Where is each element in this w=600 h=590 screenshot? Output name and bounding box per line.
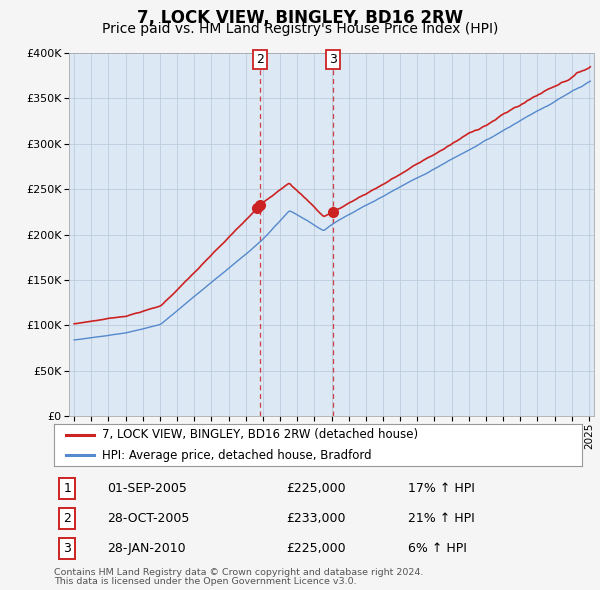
Text: £233,000: £233,000 (286, 512, 346, 525)
Text: 6% ↑ HPI: 6% ↑ HPI (408, 542, 467, 555)
Text: 3: 3 (63, 542, 71, 555)
Text: 7, LOCK VIEW, BINGLEY, BD16 2RW: 7, LOCK VIEW, BINGLEY, BD16 2RW (137, 9, 463, 27)
Text: 01-SEP-2005: 01-SEP-2005 (107, 482, 187, 495)
Text: 28-OCT-2005: 28-OCT-2005 (107, 512, 189, 525)
Text: This data is licensed under the Open Government Licence v3.0.: This data is licensed under the Open Gov… (54, 577, 356, 586)
Text: 1: 1 (63, 482, 71, 495)
Text: 28-JAN-2010: 28-JAN-2010 (107, 542, 185, 555)
Text: 2: 2 (63, 512, 71, 525)
Text: £225,000: £225,000 (286, 542, 346, 555)
Text: 7, LOCK VIEW, BINGLEY, BD16 2RW (detached house): 7, LOCK VIEW, BINGLEY, BD16 2RW (detache… (101, 428, 418, 441)
Text: £225,000: £225,000 (286, 482, 346, 495)
Text: Contains HM Land Registry data © Crown copyright and database right 2024.: Contains HM Land Registry data © Crown c… (54, 568, 424, 576)
Text: 21% ↑ HPI: 21% ↑ HPI (408, 512, 475, 525)
Text: 2: 2 (256, 53, 264, 66)
Text: Price paid vs. HM Land Registry's House Price Index (HPI): Price paid vs. HM Land Registry's House … (102, 22, 498, 36)
Text: HPI: Average price, detached house, Bradford: HPI: Average price, detached house, Brad… (101, 448, 371, 461)
Text: 17% ↑ HPI: 17% ↑ HPI (408, 482, 475, 495)
Text: 3: 3 (329, 53, 337, 66)
